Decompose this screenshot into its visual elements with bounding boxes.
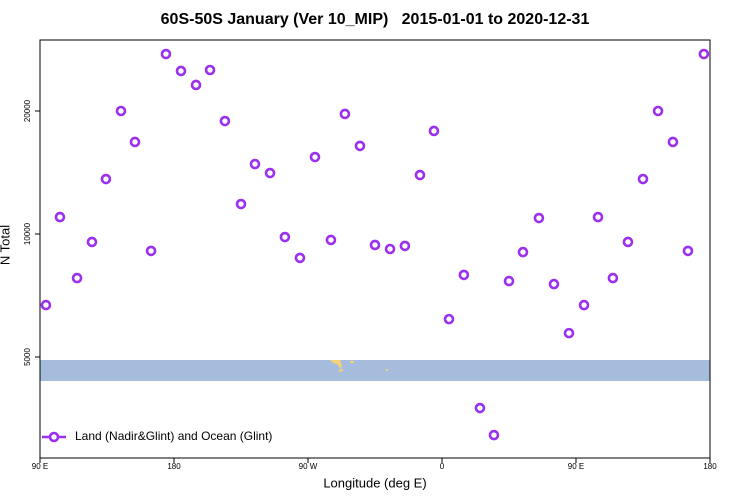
point (458, 269, 470, 281)
point (652, 105, 664, 117)
land-patch (350, 361, 354, 363)
x-tick-label: 90 W (299, 462, 318, 471)
x-tick-label: 180 (703, 462, 717, 471)
point (474, 402, 486, 414)
point (548, 278, 560, 290)
point (384, 243, 396, 255)
point (503, 275, 515, 287)
point (145, 245, 157, 257)
point (622, 236, 634, 248)
x-tick-label: 180 (167, 462, 181, 471)
y-tick-label: 5000 (23, 348, 32, 366)
point (160, 48, 172, 60)
point (100, 173, 112, 185)
point (517, 246, 529, 258)
point (264, 167, 276, 179)
point (428, 125, 440, 137)
point (204, 64, 216, 76)
x-tick-label: 0 (440, 462, 445, 471)
point (578, 299, 590, 311)
point (86, 236, 98, 248)
chart-title: 60S-50S January (Ver 10_MIP) 2015-01-01 … (161, 11, 590, 28)
point (190, 79, 202, 91)
x-axis-label: Longitude (deg E) (323, 475, 426, 490)
point (129, 136, 141, 148)
point (369, 239, 381, 251)
point (40, 299, 52, 311)
point (637, 173, 649, 185)
point (235, 198, 247, 210)
land-patch (386, 369, 388, 371)
point (667, 136, 679, 148)
point (399, 240, 411, 252)
point (443, 313, 455, 325)
point (563, 327, 575, 339)
point (71, 272, 83, 284)
point (698, 48, 710, 60)
point (414, 169, 426, 181)
legend-label: Land (Nadir&Glint) and Ocean (Glint) (75, 429, 272, 443)
point (54, 211, 66, 223)
point (309, 151, 321, 163)
x-tick-label: 90 E (568, 462, 584, 471)
point (249, 158, 261, 170)
point (115, 105, 127, 117)
y-tick-label: 20000 (23, 99, 32, 122)
map-strip (40, 360, 710, 381)
y-axis-label: N Total (0, 225, 12, 265)
y-tick-label: 10000 (23, 222, 32, 245)
point (175, 65, 187, 77)
point (533, 212, 545, 224)
legend-marker (48, 431, 60, 443)
point (339, 108, 351, 120)
plot-frame (39, 39, 711, 459)
point (682, 245, 694, 257)
point (325, 234, 337, 246)
point (607, 272, 619, 284)
point (279, 231, 291, 243)
point (294, 252, 306, 264)
point (488, 429, 500, 441)
point (354, 140, 366, 152)
land-patch (330, 360, 344, 372)
x-tick-label: 90 E (32, 462, 48, 471)
point (592, 211, 604, 223)
point (219, 115, 231, 127)
